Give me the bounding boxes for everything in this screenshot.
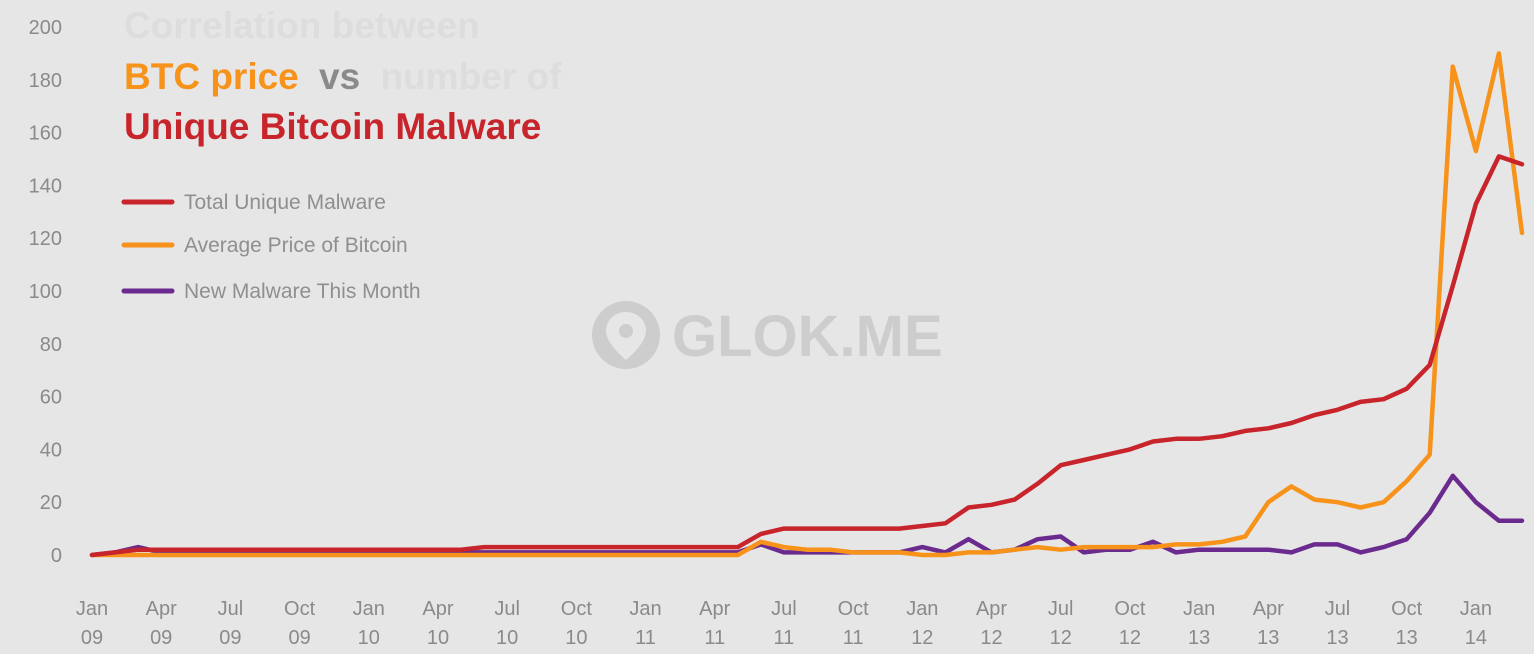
svg-text:Correlation between: Correlation between <box>124 5 480 46</box>
y-tick-label: 100 <box>29 281 62 303</box>
x-tick-label: Jan 14 <box>1460 598 1492 649</box>
legend-label: Total Unique Malware <box>184 191 386 214</box>
y-tick-label: 80 <box>40 334 62 356</box>
x-tick-label: Jul 13 <box>1325 598 1351 649</box>
title-part-correlation: Correlation between <box>124 5 480 46</box>
y-tick-label: 60 <box>40 387 62 409</box>
x-tick-label: Apr 11 <box>699 598 730 649</box>
series-line-average-price-of-bitcoin <box>89 51 1525 558</box>
legend-label: Average Price of Bitcoin <box>184 234 408 257</box>
x-tick-label: Oct 09 <box>284 598 316 649</box>
x-tick-label: Jan 09 <box>76 598 108 649</box>
x-tick-label: Jan 12 <box>906 598 938 649</box>
chart-title: Correlation between BTC price vs number … <box>124 5 562 147</box>
title-part-vs: vs <box>319 56 360 97</box>
legend: Total Unique Malware Average Price of Bi… <box>121 191 421 303</box>
legend-item-new-malware: New Malware This Month <box>121 280 421 303</box>
x-tick-label: Oct 12 <box>1114 598 1146 649</box>
title-part-number-of: number of <box>380 56 562 97</box>
x-tick-label: Jul 12 <box>1048 598 1074 649</box>
x-tick-label: Oct 13 <box>1391 598 1423 649</box>
x-tick-label: Jul 10 <box>494 598 520 649</box>
y-tick-label: 0 <box>51 545 62 567</box>
y-tick-label: 20 <box>40 492 62 514</box>
y-axis-ticks: 0 20 40 60 80 100 120 140 160 180 200 <box>29 17 62 567</box>
x-tick-label: Apr 09 <box>146 598 177 649</box>
x-tick-label: Jul 11 <box>771 598 797 649</box>
svg-text:BTC price vs numbe: BTC price vs number of <box>124 56 562 97</box>
x-tick-label: Apr 10 <box>422 598 453 649</box>
y-tick-label: 200 <box>29 17 62 39</box>
watermark: GLOK.ME <box>592 301 943 369</box>
y-tick-label: 140 <box>29 175 62 197</box>
y-tick-label: 40 <box>40 439 62 461</box>
location-pin-icon <box>592 301 660 369</box>
x-tick-label: Jan 11 <box>629 598 661 649</box>
legend-item-total-unique-malware: Total Unique Malware <box>121 191 386 214</box>
x-tick-label: Apr 12 <box>976 598 1007 649</box>
legend-item-average-price: Average Price of Bitcoin <box>121 234 408 257</box>
x-tick-label: Jul 09 <box>218 598 244 649</box>
series-line-total-unique-malware <box>89 154 1525 558</box>
title-part-unique-malware: Unique Bitcoin Malware <box>124 106 541 147</box>
x-tick-label: Oct 10 <box>561 598 593 649</box>
x-axis-ticks: Jan 09 Apr 09 Jul 09 Oct 09 Jan 10 Apr 10 Jul 10 Oct 10… <box>76 598 1492 649</box>
watermark-text: GLOK.ME <box>672 304 943 369</box>
svg-text:Unique Bitcoin Malware: Unique Bitcoin Malware <box>124 106 541 147</box>
x-tick-label: Apr 13 <box>1253 598 1284 649</box>
title-part-btc-price: BTC price <box>124 56 299 97</box>
series-lines <box>89 51 1525 558</box>
x-tick-label: Oct 11 <box>838 598 870 649</box>
series-line-new-malware-this-month <box>89 473 1525 558</box>
x-tick-label: Jan 13 <box>1183 598 1215 649</box>
legend-label: New Malware This Month <box>184 280 421 303</box>
y-tick-label: 120 <box>29 228 62 250</box>
x-tick-label: Jan 10 <box>353 598 385 649</box>
y-tick-label: 160 <box>29 123 62 145</box>
y-tick-label: 180 <box>29 70 62 92</box>
